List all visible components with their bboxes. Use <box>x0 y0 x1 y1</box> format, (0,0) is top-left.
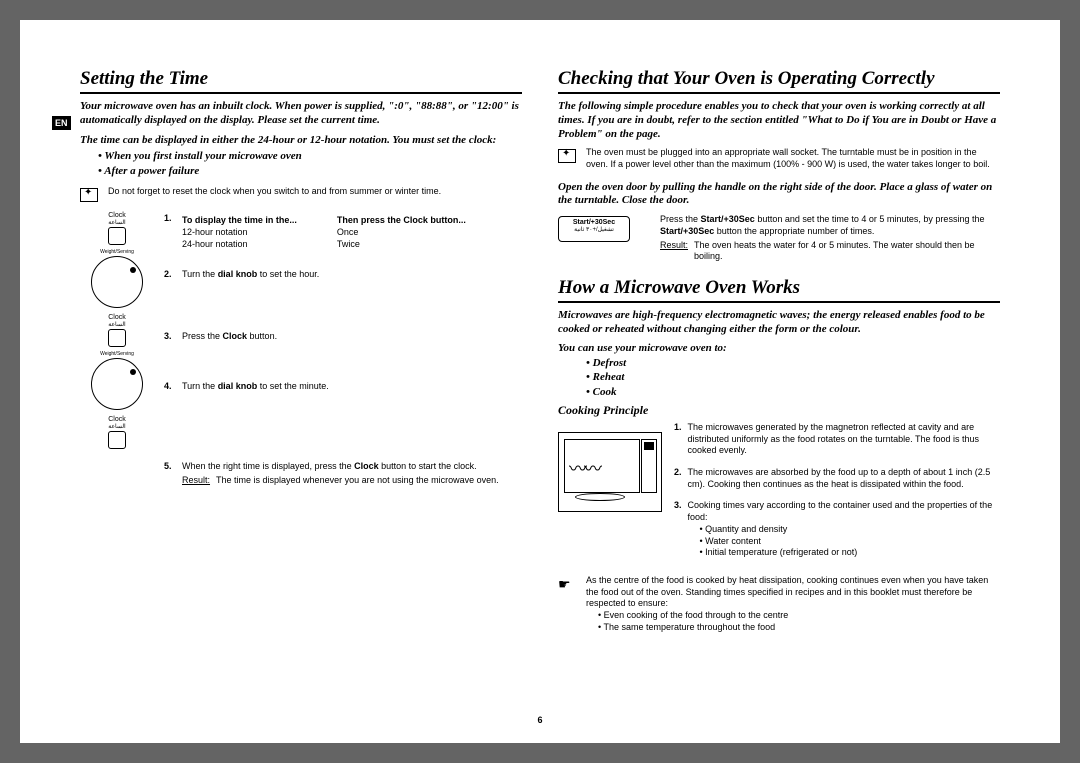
heading-checking-oven: Checking that Your Oven is Operating Cor… <box>558 68 1000 94</box>
bullet-item: Reheat <box>586 370 1000 384</box>
bullet-item: After a power failure <box>98 164 522 178</box>
clock-button-diagram: Clock الساعة <box>96 212 138 250</box>
bullet-item: When you first install your microwave ov… <box>98 149 522 163</box>
sub-intro: The time can be displayed in either the … <box>80 134 522 148</box>
result-line: Result: The time is displayed whenever y… <box>182 474 499 486</box>
install-bullets: When you first install your microwave ov… <box>80 149 522 178</box>
note-text: The oven must be plugged into an appropr… <box>586 147 1000 170</box>
bullet-item: The same temperature throughout the food <box>598 622 1000 634</box>
use-bullets: Defrost Reheat Cook <box>558 356 1000 399</box>
left-column: Setting the Time Your microwave oven has… <box>80 68 522 719</box>
standing-time-list: Even cooking of the food through to the … <box>586 610 1000 633</box>
principle-1: 1.The microwaves generated by the magnet… <box>674 422 1000 457</box>
microwave-diagram: 〰〰 <box>558 432 662 512</box>
clock-button-diagram: Clock الساعة <box>96 416 138 454</box>
dial-diagram: Weight/Serving <box>91 358 143 410</box>
checking-intro: The following simple procedure enables y… <box>558 100 1000 141</box>
note-icon <box>558 149 576 163</box>
clock-button-diagram: Clock الساعة <box>96 314 138 352</box>
bullet-item: Defrost <box>586 356 1000 370</box>
bullet-item: Quantity and density <box>700 524 1000 536</box>
step-4: 4. Turn the dial knob to set the minute. <box>164 380 499 442</box>
principle-3: 3. Cooking times vary according to the c… <box>674 500 1000 558</box>
use-intro: You can use your microwave oven to: <box>558 342 1000 356</box>
start-30sec-button-diagram: Start/+30Sec تشغيل/+٣٠ ثانية <box>558 216 630 242</box>
note-icon <box>80 188 98 202</box>
page-number: 6 <box>20 715 1060 725</box>
notation-table: To display the time in the... 12-hour no… <box>182 214 499 250</box>
food-properties-list: Quantity and density Water content Initi… <box>688 524 1000 559</box>
step-5: 5. When the right time is displayed, pre… <box>164 460 499 486</box>
step-2: 2. Turn the dial knob to set the hour. <box>164 268 499 312</box>
bullet-item: Initial temperature (refrigerated or not… <box>700 547 1000 559</box>
pointer-body: As the centre of the food is cooked by h… <box>586 575 1000 633</box>
pointer-icon: ☛ <box>558 575 576 633</box>
note-row: The oven must be plugged into an appropr… <box>558 147 1000 170</box>
steps-block: Clock الساعة Weight/Serving Clock الساعة… <box>80 212 522 505</box>
principle-block: 〰〰 1.The microwaves generated by the mag… <box>558 422 1000 569</box>
intro-text: Your microwave oven has an inbuilt clock… <box>80 100 522 128</box>
language-tag: EN <box>52 116 71 130</box>
principle-list: 1.The microwaves generated by the magnet… <box>674 422 1000 569</box>
diagrams-column: Clock الساعة Weight/Serving Clock الساعة… <box>80 212 154 505</box>
step-1: 1. To display the time in the... 12-hour… <box>164 212 499 250</box>
bullet-item: Cook <box>586 385 1000 399</box>
dial-diagram: Weight/Serving <box>91 256 143 308</box>
pointer-note: ☛ As the centre of the food is cooked by… <box>558 575 1000 633</box>
bullet-item: Water content <box>700 536 1000 548</box>
heading-setting-time: Setting the Time <box>80 68 522 94</box>
bullet-item: Even cooking of the food through to the … <box>598 610 1000 622</box>
manual-page: EN Setting the Time Your microwave oven … <box>20 20 1060 743</box>
note-text: Do not forget to reset the clock when yo… <box>108 186 441 202</box>
step-3: 3. Press the Clock button. <box>164 330 499 362</box>
start-step-body: Press the Start/+30Sec button and set th… <box>660 214 1000 263</box>
step-list: 1. To display the time in the... 12-hour… <box>164 212 499 505</box>
heading-how-works: How a Microwave Oven Works <box>558 277 1000 303</box>
result-line: Result: The oven heats the water for 4 o… <box>660 240 1000 263</box>
note-row: Do not forget to reset the clock when yo… <box>80 186 522 202</box>
principle-2: 2.The microwaves are absorbed by the foo… <box>674 467 1000 490</box>
right-column: Checking that Your Oven is Operating Cor… <box>558 68 1000 719</box>
start-step: Start/+30Sec تشغيل/+٣٠ ثانية Press the S… <box>558 214 1000 263</box>
how-works-intro: Microwaves are high-frequency electromag… <box>558 309 1000 337</box>
cooking-principle-heading: Cooking Principle <box>558 403 1000 418</box>
button-diagram-col: Start/+30Sec تشغيل/+٣٠ ثانية <box>558 214 650 263</box>
open-door-text: Open the oven door by pulling the handle… <box>558 181 1000 209</box>
